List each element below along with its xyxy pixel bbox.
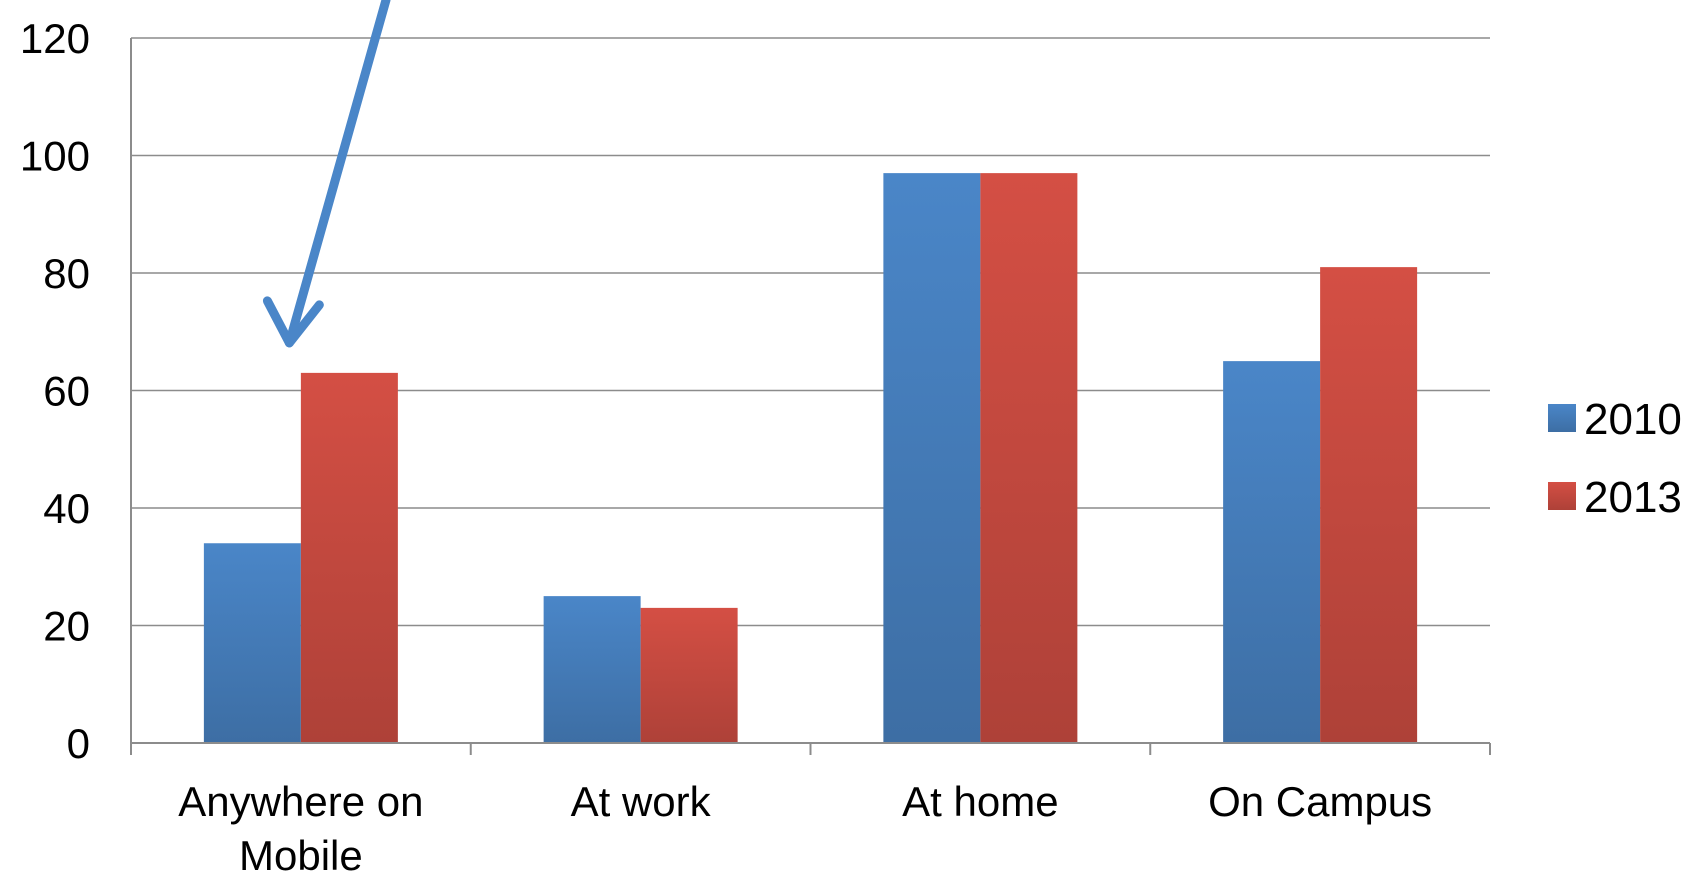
arrow-head: [262, 296, 324, 348]
bar-2013-2: [980, 173, 1078, 743]
y-tick-label: 120: [20, 15, 90, 62]
y-tick-label: 20: [43, 603, 90, 650]
annotation-arrow: [262, 0, 391, 348]
x-axis: [130, 38, 1491, 755]
legend-label: 2013: [1584, 473, 1682, 522]
x-category-label: At home: [902, 778, 1058, 825]
y-tick-label: 40: [43, 485, 90, 532]
arrow-shaft: [284, 0, 391, 348]
x-axis-category-labels: Anywhere on Mobile At work At home On Campus: [178, 778, 1432, 876]
legend-item-2010: 2010: [1548, 395, 1682, 444]
bar-2010-0: [203, 543, 301, 743]
legend: 2010 2013: [1548, 395, 1682, 522]
y-tick-label: 80: [43, 250, 90, 297]
legend-swatch: [1548, 404, 1576, 432]
bar-2010-1: [543, 596, 641, 743]
legend-label: 2010: [1584, 395, 1682, 444]
x-category-label: On Campus: [1208, 778, 1432, 825]
y-axis-tick-labels: 0 20 40 60 80 100 120: [20, 15, 90, 767]
legend-item-2013: 2013: [1548, 473, 1682, 522]
y-tick-label: 100: [20, 133, 90, 180]
y-tick-label: 60: [43, 368, 90, 415]
x-category-label: Anywhere on Mobile: [178, 778, 423, 876]
y-tick-label: 0: [67, 720, 90, 767]
bar-2013-0: [300, 372, 398, 743]
bar-2010-3: [1223, 361, 1321, 743]
legend-swatch: [1548, 482, 1576, 510]
x-category-label: At work: [571, 778, 712, 825]
bar-2013-1: [640, 607, 738, 743]
bar-2010-2: [883, 173, 981, 743]
bars: [203, 173, 1418, 743]
bar-2013-3: [1320, 267, 1418, 743]
